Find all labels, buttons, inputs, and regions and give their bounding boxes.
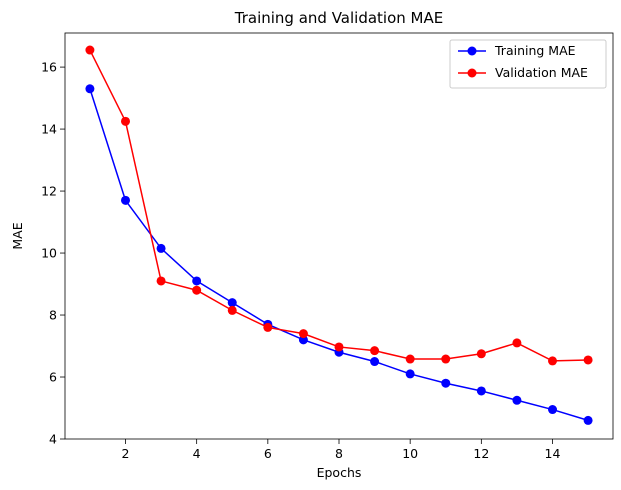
x-tick-label: 8	[335, 446, 343, 461]
y-tick-label: 8	[49, 308, 57, 323]
validation-mae-point	[583, 355, 593, 365]
legend: Training MAE Validation MAE	[449, 39, 607, 89]
training-mae-point	[85, 84, 95, 94]
training-mae-point	[476, 386, 486, 396]
validation-mae-point	[548, 356, 558, 366]
legend-box	[449, 39, 607, 89]
validation-mae-point	[405, 354, 415, 364]
validation-mae-point	[512, 338, 522, 348]
validation-mae-point	[227, 305, 237, 315]
legend-validation-label: Validation MAE	[495, 65, 588, 80]
training-mae-point	[227, 298, 237, 308]
x-tick-label: 12	[473, 446, 489, 461]
validation-mae-point	[370, 346, 380, 356]
validation-mae-point	[263, 322, 273, 332]
series-layer	[85, 45, 593, 425]
chart-title: Training and Validation MAE	[234, 9, 443, 27]
legend-training-marker	[467, 46, 477, 56]
validation-mae-point	[441, 354, 451, 364]
y-tick-label: 16	[41, 60, 57, 75]
y-tick-label: 12	[41, 184, 57, 199]
plot-area	[64, 32, 614, 440]
y-tick-label: 14	[41, 122, 57, 137]
legend-training-label: Training MAE	[494, 43, 576, 58]
x-tick-label: 6	[264, 446, 272, 461]
x-tick-label: 14	[545, 446, 561, 461]
training-mae-point	[120, 195, 130, 205]
validation-mae-point	[334, 342, 344, 352]
validation-mae-point	[120, 116, 130, 126]
x-tick-label: 4	[193, 446, 201, 461]
training-mae-point	[192, 276, 202, 286]
x-tick-label: 2	[122, 446, 130, 461]
validation-mae-point	[156, 276, 166, 286]
training-mae-point	[370, 357, 380, 367]
x-tick-label: 10	[402, 446, 418, 461]
training-mae-point	[405, 369, 415, 379]
x-axis-ticks: 2 4 6 8 10 12 14	[122, 439, 561, 461]
validation-mae-point	[298, 329, 308, 339]
training-mae-point	[156, 243, 166, 253]
training-mae-point	[583, 415, 593, 425]
validation-mae-point	[85, 45, 95, 55]
y-tick-label: 6	[49, 370, 57, 385]
training-mae-point	[548, 405, 558, 415]
training-mae-point	[441, 378, 451, 388]
validation-mae-point	[476, 349, 486, 359]
x-axis-label: Epochs	[317, 465, 362, 480]
legend-validation-marker	[467, 68, 477, 78]
validation-mae-point	[192, 285, 202, 295]
training-mae-point	[298, 335, 308, 345]
y-tick-label: 10	[41, 246, 57, 261]
y-axis-ticks: 4 6 8 10 12 14 16	[41, 60, 65, 447]
y-axis-label: MAE	[10, 222, 25, 249]
training-mae-point	[512, 395, 522, 405]
y-tick-label: 4	[49, 432, 57, 447]
